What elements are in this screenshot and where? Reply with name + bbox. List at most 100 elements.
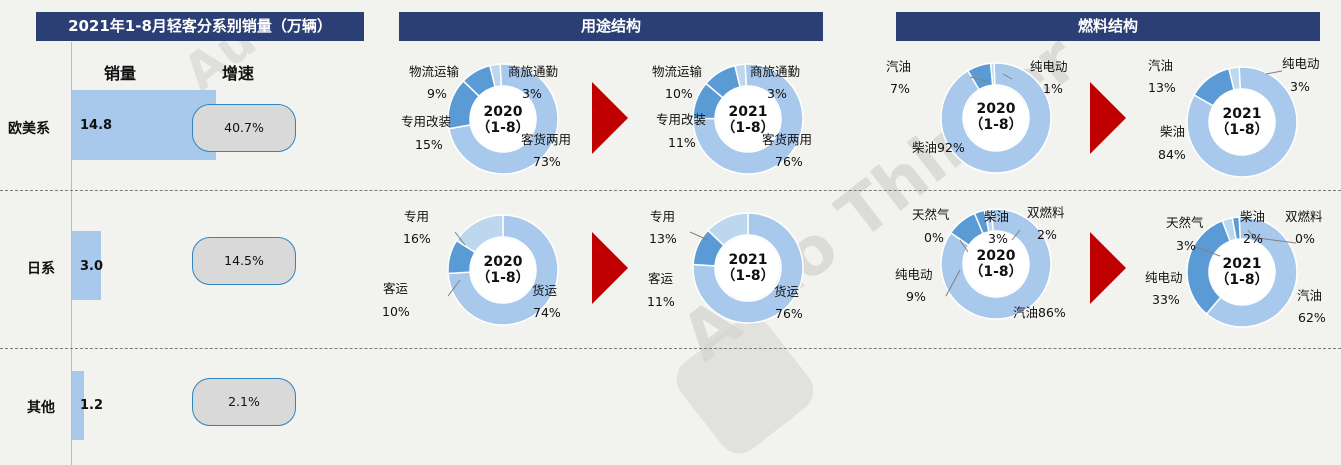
title-bar-fuel: 燃料结构: [896, 12, 1320, 41]
slice-label: 柴油: [984, 209, 1010, 224]
category-label: 欧美系: [8, 121, 50, 137]
slice-label: 专用: [650, 209, 676, 224]
slice-label: 商旅通勤: [750, 64, 801, 79]
slice-value: 2%: [1037, 227, 1057, 242]
slice-value: 3%: [767, 86, 787, 101]
slice-label: 纯电动: [1282, 56, 1320, 71]
slice-label: 柴油: [1240, 209, 1266, 224]
arrow-right-icon: [1090, 82, 1126, 154]
donut-slice-柴油: [1186, 66, 1298, 178]
row-divider: [0, 348, 1341, 349]
slice-value: 15%: [415, 137, 443, 152]
donut-hole: [1210, 240, 1274, 304]
slice-label: 纯电动: [895, 267, 933, 282]
bar-value-label: 1.2: [80, 398, 104, 413]
slice-value: 73%: [533, 154, 561, 169]
slice-value: 74%: [533, 305, 561, 320]
slice-value: 16%: [403, 231, 431, 246]
leader-line: [1247, 229, 1257, 241]
donut-slice-柴油: [1231, 216, 1242, 241]
donut-slice-客货两用: [692, 63, 804, 175]
slice-value: 10%: [382, 304, 410, 319]
slice-value: 76%: [775, 154, 803, 169]
slice-value: 0%: [924, 230, 944, 245]
slice-label: 天然气: [1166, 215, 1204, 230]
growth-badge: 2.1%: [192, 378, 296, 426]
donut-center-year: 2020: [483, 254, 523, 270]
slice-value: 3%: [1290, 79, 1310, 94]
slice-label: 客货两用: [762, 132, 813, 147]
title-bar-sales: 2021年1-8月轻客分系别销量（万辆）: [36, 12, 364, 41]
donut-center-year: 2020: [976, 248, 1016, 264]
growth-badge: 14.5%: [192, 237, 296, 285]
donut-slice-专用: [706, 212, 749, 247]
donut-center-year: 2020: [483, 104, 523, 120]
donut-hole: [964, 232, 1028, 296]
donut-slice-纯电动: [989, 62, 996, 86]
donut-slice-纯电动: [1227, 66, 1242, 91]
slice-value: 9%: [906, 289, 926, 304]
leader-line: [1011, 229, 1021, 241]
slice-value: 84%: [1158, 147, 1186, 162]
slice-label: 客运: [383, 281, 409, 296]
donut-center-year: 2021: [728, 104, 768, 120]
slice-value: 3%: [988, 231, 1008, 246]
slice-value: 0%: [1295, 231, 1315, 246]
slice-label: 客货两用: [521, 132, 572, 147]
slice-value: 3%: [522, 86, 542, 101]
donut-hole: [964, 86, 1028, 150]
arrow-right-icon: [1090, 232, 1126, 304]
bar-value-label: 14.8: [80, 118, 113, 133]
category-label: 其他: [27, 400, 55, 416]
bar-value-label: 3.0: [80, 259, 104, 274]
slice-label: 专用改装: [656, 112, 707, 127]
donut-slice-双燃料: [983, 208, 994, 233]
slice-value: 9%: [427, 86, 447, 101]
column-header-growth: 增速: [222, 64, 255, 83]
leader-line: [1195, 246, 1221, 257]
slice-value: 76%: [775, 306, 803, 321]
donut-center-period: （1-8）: [1215, 122, 1269, 138]
title-bar-use: 用途结构: [399, 12, 823, 41]
donut-hole: [471, 87, 535, 151]
slice-label: 客运: [648, 271, 674, 286]
slice-label: 双燃料: [1027, 205, 1065, 220]
donut-slice-货运: [447, 214, 559, 326]
slice-value: 1%: [1043, 81, 1063, 96]
slice-value: 13%: [649, 231, 677, 246]
donut-slice-客货两用: [447, 63, 559, 175]
leader-line: [945, 269, 961, 297]
donut-slice-货运: [692, 212, 804, 324]
donut-slice-汽油: [940, 208, 1052, 320]
slice-label: 汽油: [1297, 288, 1323, 303]
donut-hole: [716, 236, 780, 300]
donut-center-period: （1-8）: [721, 120, 775, 136]
growth-badge: 40.7%: [192, 104, 296, 152]
donut-center-period: （1-8）: [476, 270, 530, 286]
slice-value: 11%: [668, 135, 696, 150]
donut-hole: [471, 238, 535, 302]
slice-value: 13%: [1148, 80, 1176, 95]
leader-line: [959, 239, 969, 253]
slice-label: 汽油: [1148, 58, 1174, 73]
donut-slice-柴油: [940, 62, 1052, 174]
bar-jp: [72, 231, 101, 300]
column-header-sales: 销量: [104, 64, 137, 83]
leader-line: [1257, 237, 1297, 244]
bar-other: [72, 371, 84, 440]
slice-label: 商旅通勤: [508, 64, 559, 79]
donut-slice-汽油: [1205, 216, 1298, 328]
donut-center-period: （1-8）: [721, 268, 775, 284]
category-label: 日系: [27, 261, 55, 277]
donut-slice-专用: [455, 214, 504, 254]
slice-value: 33%: [1152, 292, 1180, 307]
slice-label: 双燃料: [1285, 209, 1323, 224]
slice-label: 物流运输: [652, 64, 703, 79]
leader-line: [447, 279, 461, 297]
slice-label: 汽油: [886, 59, 912, 74]
donut-center-year: 2020: [976, 101, 1016, 117]
donut-center-period: （1-8）: [1215, 272, 1269, 288]
donut-hole: [716, 87, 780, 151]
slice-label: 纯电动: [1030, 59, 1068, 74]
